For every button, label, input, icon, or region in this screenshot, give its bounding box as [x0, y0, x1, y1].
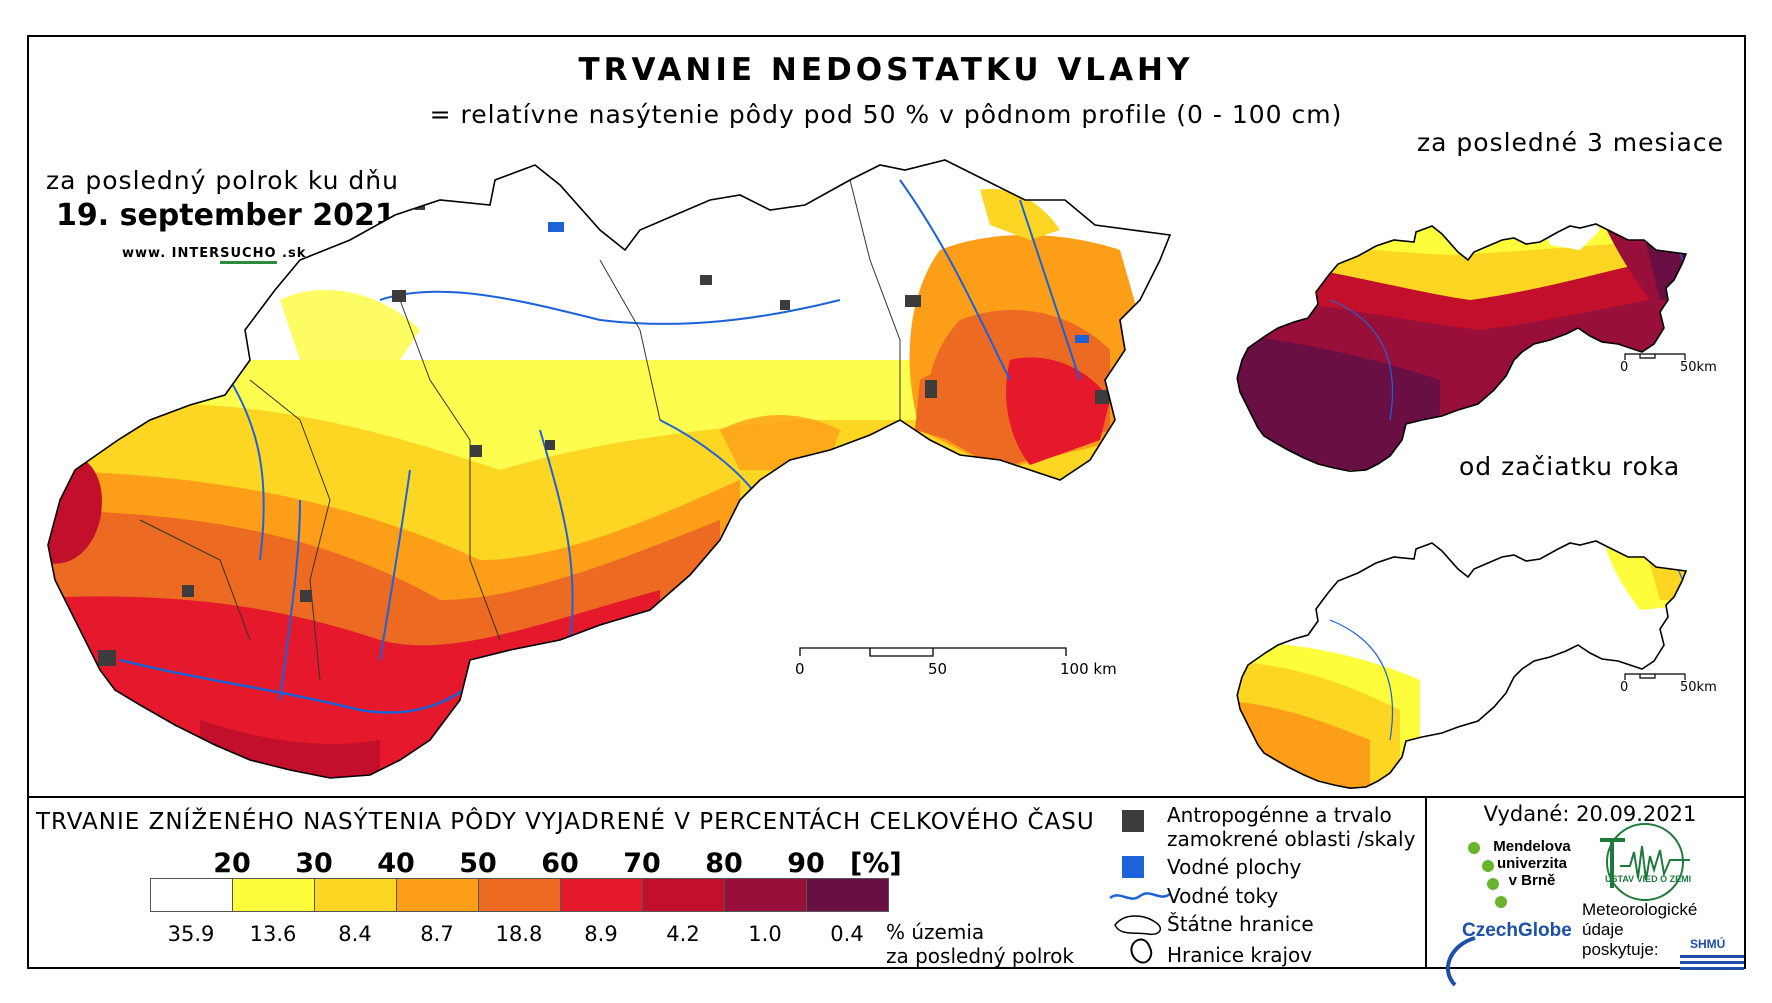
mendel-line2: univerzita: [1496, 855, 1568, 872]
met-data-note: Meteorologické údaje poskytuje:: [1582, 900, 1697, 960]
anthropogenic-line1: Antropogénne a trvalo: [1167, 803, 1392, 827]
website-label[interactable]: www. INTERSUCHO .sk: [122, 246, 307, 264]
legend-share-6: 4.2: [666, 922, 700, 946]
legend-swatch-4: [478, 878, 561, 912]
main-scale-end: 100 km: [1060, 660, 1117, 678]
inset-3m-map: [1237, 224, 1686, 470]
legend-divider: [27, 796, 1746, 798]
czechglobe-swoosh: [1445, 936, 1476, 987]
main-map: [48, 179, 1170, 778]
legend-swatch-6: [642, 878, 725, 912]
issued-date: Vydané: 20.09.2021: [1483, 802, 1697, 826]
legend-threshold-4: 60: [541, 848, 579, 879]
legend-threshold-3: 50: [459, 848, 497, 879]
legend-share-3: 8.7: [420, 922, 454, 946]
legend-share-5: 8.9: [584, 922, 618, 946]
legend-threshold-7: 90: [787, 848, 825, 879]
inset-year-map: [1237, 541, 1686, 789]
legend-swatch-8: [806, 878, 889, 912]
map-subtitle: = relatívne nasýtenie pôdy pod 50 % v pô…: [429, 100, 1343, 129]
mendel-line1: Mendelova: [1493, 838, 1571, 855]
rivers-label: Vodné toky: [1167, 884, 1279, 908]
state-border-symbol: [1114, 915, 1162, 936]
legend-share-0: 35.9: [167, 922, 215, 946]
inset-year-caption: od začiatku roka: [1459, 452, 1681, 481]
legend-swatch-2: [314, 878, 397, 912]
shmu-logo-text: SHMÚ: [1690, 937, 1726, 951]
region-border-label: Hranice krajov: [1167, 943, 1313, 967]
legend-unit: [%]: [850, 848, 902, 879]
inset-year-scale-start: 0: [1620, 680, 1629, 695]
map-title: TRVANIE NEDOSTATKU VLAHY: [578, 52, 1194, 88]
legend-threshold-0: 20: [213, 848, 251, 879]
shmu-logo: [1680, 955, 1744, 970]
inset-3m-caption: za posledné 3 mesiace: [1417, 128, 1724, 157]
legend-share-8: 0.4: [830, 922, 864, 946]
legend-swatch-1: [232, 878, 315, 912]
state-border-label: Štátne hranice: [1167, 912, 1314, 936]
legend-threshold-2: 40: [377, 848, 415, 879]
main-scale-start: 0: [795, 660, 805, 678]
mendel-line3: v Brně: [1508, 872, 1556, 889]
legend-share-note: % územia za posledný polrok: [886, 920, 1074, 968]
czechglobe-logo-text: CzechGlobe: [1462, 920, 1572, 941]
ustav-logo: [1600, 823, 1690, 901]
anthropogenic-line2: zamokrené oblasti /skaly: [1167, 827, 1416, 851]
region-border-symbol: [1130, 938, 1153, 964]
main-scale-mid: 50: [928, 660, 948, 678]
anthropogenic-symbol: [1122, 810, 1144, 832]
share-note-line2: za posledný polrok: [886, 944, 1074, 968]
met-line1: Meteorologické: [1582, 900, 1698, 919]
legend-share-7: 1.0: [748, 922, 782, 946]
main-scale-bar: [799, 647, 1067, 657]
legend-threshold-5: 70: [623, 848, 661, 879]
legend-threshold-1: 30: [295, 848, 333, 879]
legend-title: TRVANIE ZNÍŽENÉHO NASÝTENIA PÔDY VYJADRE…: [36, 809, 1095, 835]
met-line3: poskytuje:: [1582, 940, 1659, 959]
legend-share-4: 18.8: [495, 922, 543, 946]
main-map-date: 19. september 2021: [56, 198, 396, 233]
ustav-logo-text: ÚSTAV VIED O ZEMI: [1605, 874, 1692, 884]
website-suffix: .sk: [276, 246, 307, 261]
inset-3m-scale-end: 50km: [1680, 360, 1717, 375]
website-prefix: www. INTER: [122, 246, 221, 261]
inset-3m-scale-start: 0: [1620, 360, 1629, 375]
main-map-caption: za posledný polrok ku dňu: [46, 166, 399, 195]
legend-share-2: 8.4: [338, 922, 372, 946]
anthropogenic-label: Antropogénne a trvalo zamokrené oblasti …: [1167, 803, 1415, 851]
legend-threshold-6: 80: [705, 848, 743, 879]
river-symbol: [1109, 892, 1171, 900]
inset-3m-scale-bar: [1624, 353, 1686, 360]
website-middle: SUCHO: [220, 246, 277, 264]
legend-swatch-0: [150, 878, 233, 912]
share-note-line1: % územia: [886, 920, 985, 944]
legend-swatch-5: [560, 878, 643, 912]
legend-swatch-3: [396, 878, 479, 912]
met-line2: údaje: [1582, 920, 1624, 939]
water-bodies-label: Vodné plochy: [1167, 855, 1302, 879]
mendel-logo-dots: [1468, 842, 1507, 908]
legend-share-1: 13.6: [249, 922, 297, 946]
water-body-symbol: [1122, 856, 1144, 878]
inset-year-scale-bar: [1624, 673, 1686, 680]
legend-swatch-7: [724, 878, 807, 912]
footer-divider: [1425, 796, 1427, 969]
inset-year-scale-end: 50km: [1680, 680, 1717, 695]
mendel-logo-text: Mendelova univerzita v Brně: [1492, 838, 1572, 889]
